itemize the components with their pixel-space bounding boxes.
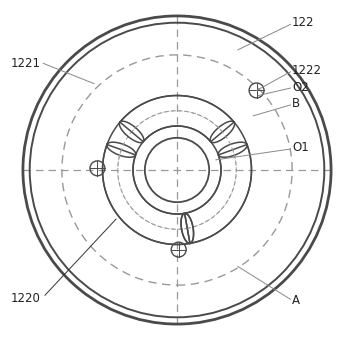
Text: O1: O1 [292,141,309,154]
Text: O2: O2 [292,81,309,94]
Text: 1220: 1220 [11,292,41,305]
Text: 1222: 1222 [292,64,322,76]
Text: 122: 122 [292,16,315,29]
Text: 1221: 1221 [11,57,41,70]
Text: B: B [292,98,300,111]
Text: A: A [292,294,300,307]
